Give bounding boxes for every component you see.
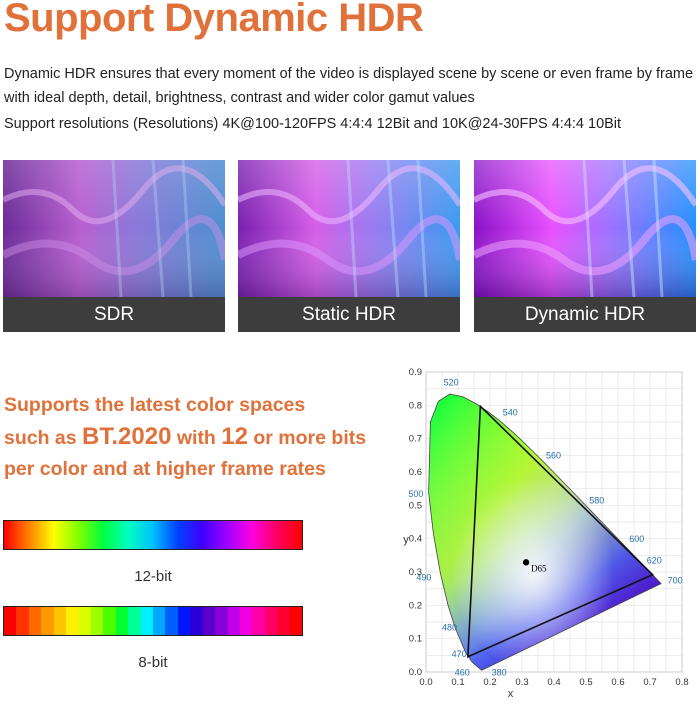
- color-band: [90, 607, 104, 635]
- bits-highlight: 12: [221, 423, 248, 450]
- y-tick-label: 0.6: [409, 467, 422, 478]
- x-tick-label: 0.4: [547, 677, 560, 688]
- x-tick-label: 0.3: [515, 677, 528, 688]
- x-axis-label: x: [508, 688, 514, 700]
- bt2020-highlight: BT.2020: [82, 423, 172, 450]
- x-tick-label: 0.6: [611, 677, 624, 688]
- whitepoint-label: D65: [531, 563, 547, 573]
- 12-bit-gradient-bar: [3, 520, 303, 550]
- color-band: [140, 607, 154, 635]
- y-tick-label: 0.3: [409, 567, 422, 578]
- static-hdr-panel: Static HDR: [238, 160, 460, 332]
- wavelength-label: 500: [408, 489, 423, 499]
- color-band: [165, 607, 178, 635]
- wavelength-label: 380: [492, 667, 507, 677]
- x-tick-label: 0.0: [419, 677, 432, 688]
- color-band: [202, 607, 216, 635]
- 8-bit-gradient-bar: [3, 606, 303, 636]
- color-band: [177, 607, 191, 635]
- sdr-panel: SDR: [3, 160, 225, 332]
- y-axis-label: y: [403, 534, 409, 546]
- color-band: [28, 607, 42, 635]
- cie-chart-svg: D65 380 460 470 480 490 500 520 540 560 580 600 620 7…: [403, 367, 688, 700]
- color-band: [240, 607, 253, 635]
- wavelength-label: 470: [452, 649, 467, 659]
- dynamic-hdr-panel: Dynamic HDR: [474, 160, 696, 332]
- x-tick-label: 0.8: [675, 677, 688, 688]
- y-tick-label: 0.7: [409, 434, 422, 445]
- color-band: [264, 607, 278, 635]
- y-tick-label: 0.9: [409, 367, 422, 378]
- y-tick-label: 0.2: [409, 600, 422, 611]
- wavelength-label: 490: [416, 572, 431, 582]
- y-tick-label: 0.8: [409, 400, 422, 411]
- color-band: [41, 607, 54, 635]
- color-band: [66, 607, 79, 635]
- wavelength-label: 580: [589, 496, 604, 506]
- color-band: [289, 607, 303, 635]
- color-band: [4, 607, 17, 635]
- x-tick-label: 0.1: [451, 677, 464, 688]
- wavelength-label: 620: [647, 556, 662, 566]
- color-band: [153, 607, 166, 635]
- static-hdr-caption: Static HDR: [238, 297, 460, 332]
- spectral-locus-outline: [428, 393, 662, 671]
- 12-bit-label: 12-bit: [134, 568, 172, 585]
- wavelength-label: 480: [442, 622, 457, 632]
- color-band: [16, 607, 29, 635]
- wavelength-label: 540: [503, 407, 518, 417]
- color-band: [128, 607, 141, 635]
- wavelength-label: 600: [629, 534, 644, 544]
- wavelength-label: 520: [444, 377, 459, 387]
- sdr-caption: SDR: [3, 297, 225, 332]
- color-space-promo: Supports the latest color spaces such as…: [4, 390, 384, 485]
- color-band: [115, 607, 129, 635]
- whitepoint-marker: [522, 559, 530, 566]
- 8-bit-label: 8-bit: [138, 654, 168, 671]
- color-band: [227, 607, 241, 635]
- page-title: Support Dynamic HDR: [4, 0, 424, 40]
- y-tick-label: 0.4: [409, 534, 422, 545]
- wavelength-label: 460: [455, 667, 470, 677]
- color-band: [277, 607, 290, 635]
- y-tick-label: 0.0: [409, 667, 422, 678]
- dynamic-hdr-sample-image: [474, 160, 696, 297]
- promo-line-1: Supports the latest color spaces: [4, 394, 306, 416]
- x-tick-label: 0.5: [579, 677, 592, 688]
- gamut-triangle: [467, 404, 655, 658]
- spectral-locus-white-center: [428, 394, 662, 671]
- color-band: [190, 607, 203, 635]
- y-tick-label: 0.5: [409, 500, 422, 511]
- wavelength-label: 560: [546, 451, 561, 461]
- cie-gamut-diagram: D65 380 460 470 480 490 500 520 540 560 580 600 620 7…: [374, 360, 700, 700]
- color-band: [252, 607, 265, 635]
- static-hdr-sample-image: [238, 160, 460, 297]
- color-band: [53, 607, 67, 635]
- wavelength-label: 700: [668, 576, 683, 586]
- x-tick-label: 0.2: [483, 677, 496, 688]
- color-band: [103, 607, 116, 635]
- color-band: [215, 607, 228, 635]
- resolution-support-text: Support resolutions (Resolutions) 4K@100…: [4, 116, 622, 132]
- x-tick-label: 0.7: [643, 677, 656, 688]
- sdr-sample-image: [3, 160, 225, 297]
- y-tick-label: 0.1: [409, 634, 422, 645]
- color-band: [78, 607, 91, 635]
- dynamic-hdr-caption: Dynamic HDR: [474, 297, 696, 332]
- hdr-description: Dynamic HDR ensures that every moment of…: [4, 66, 694, 106]
- promo-line-3: per color and at higher frame rates: [4, 458, 326, 480]
- promo-line-2: such as BT.2020 with 12 or more bits: [4, 423, 367, 450]
